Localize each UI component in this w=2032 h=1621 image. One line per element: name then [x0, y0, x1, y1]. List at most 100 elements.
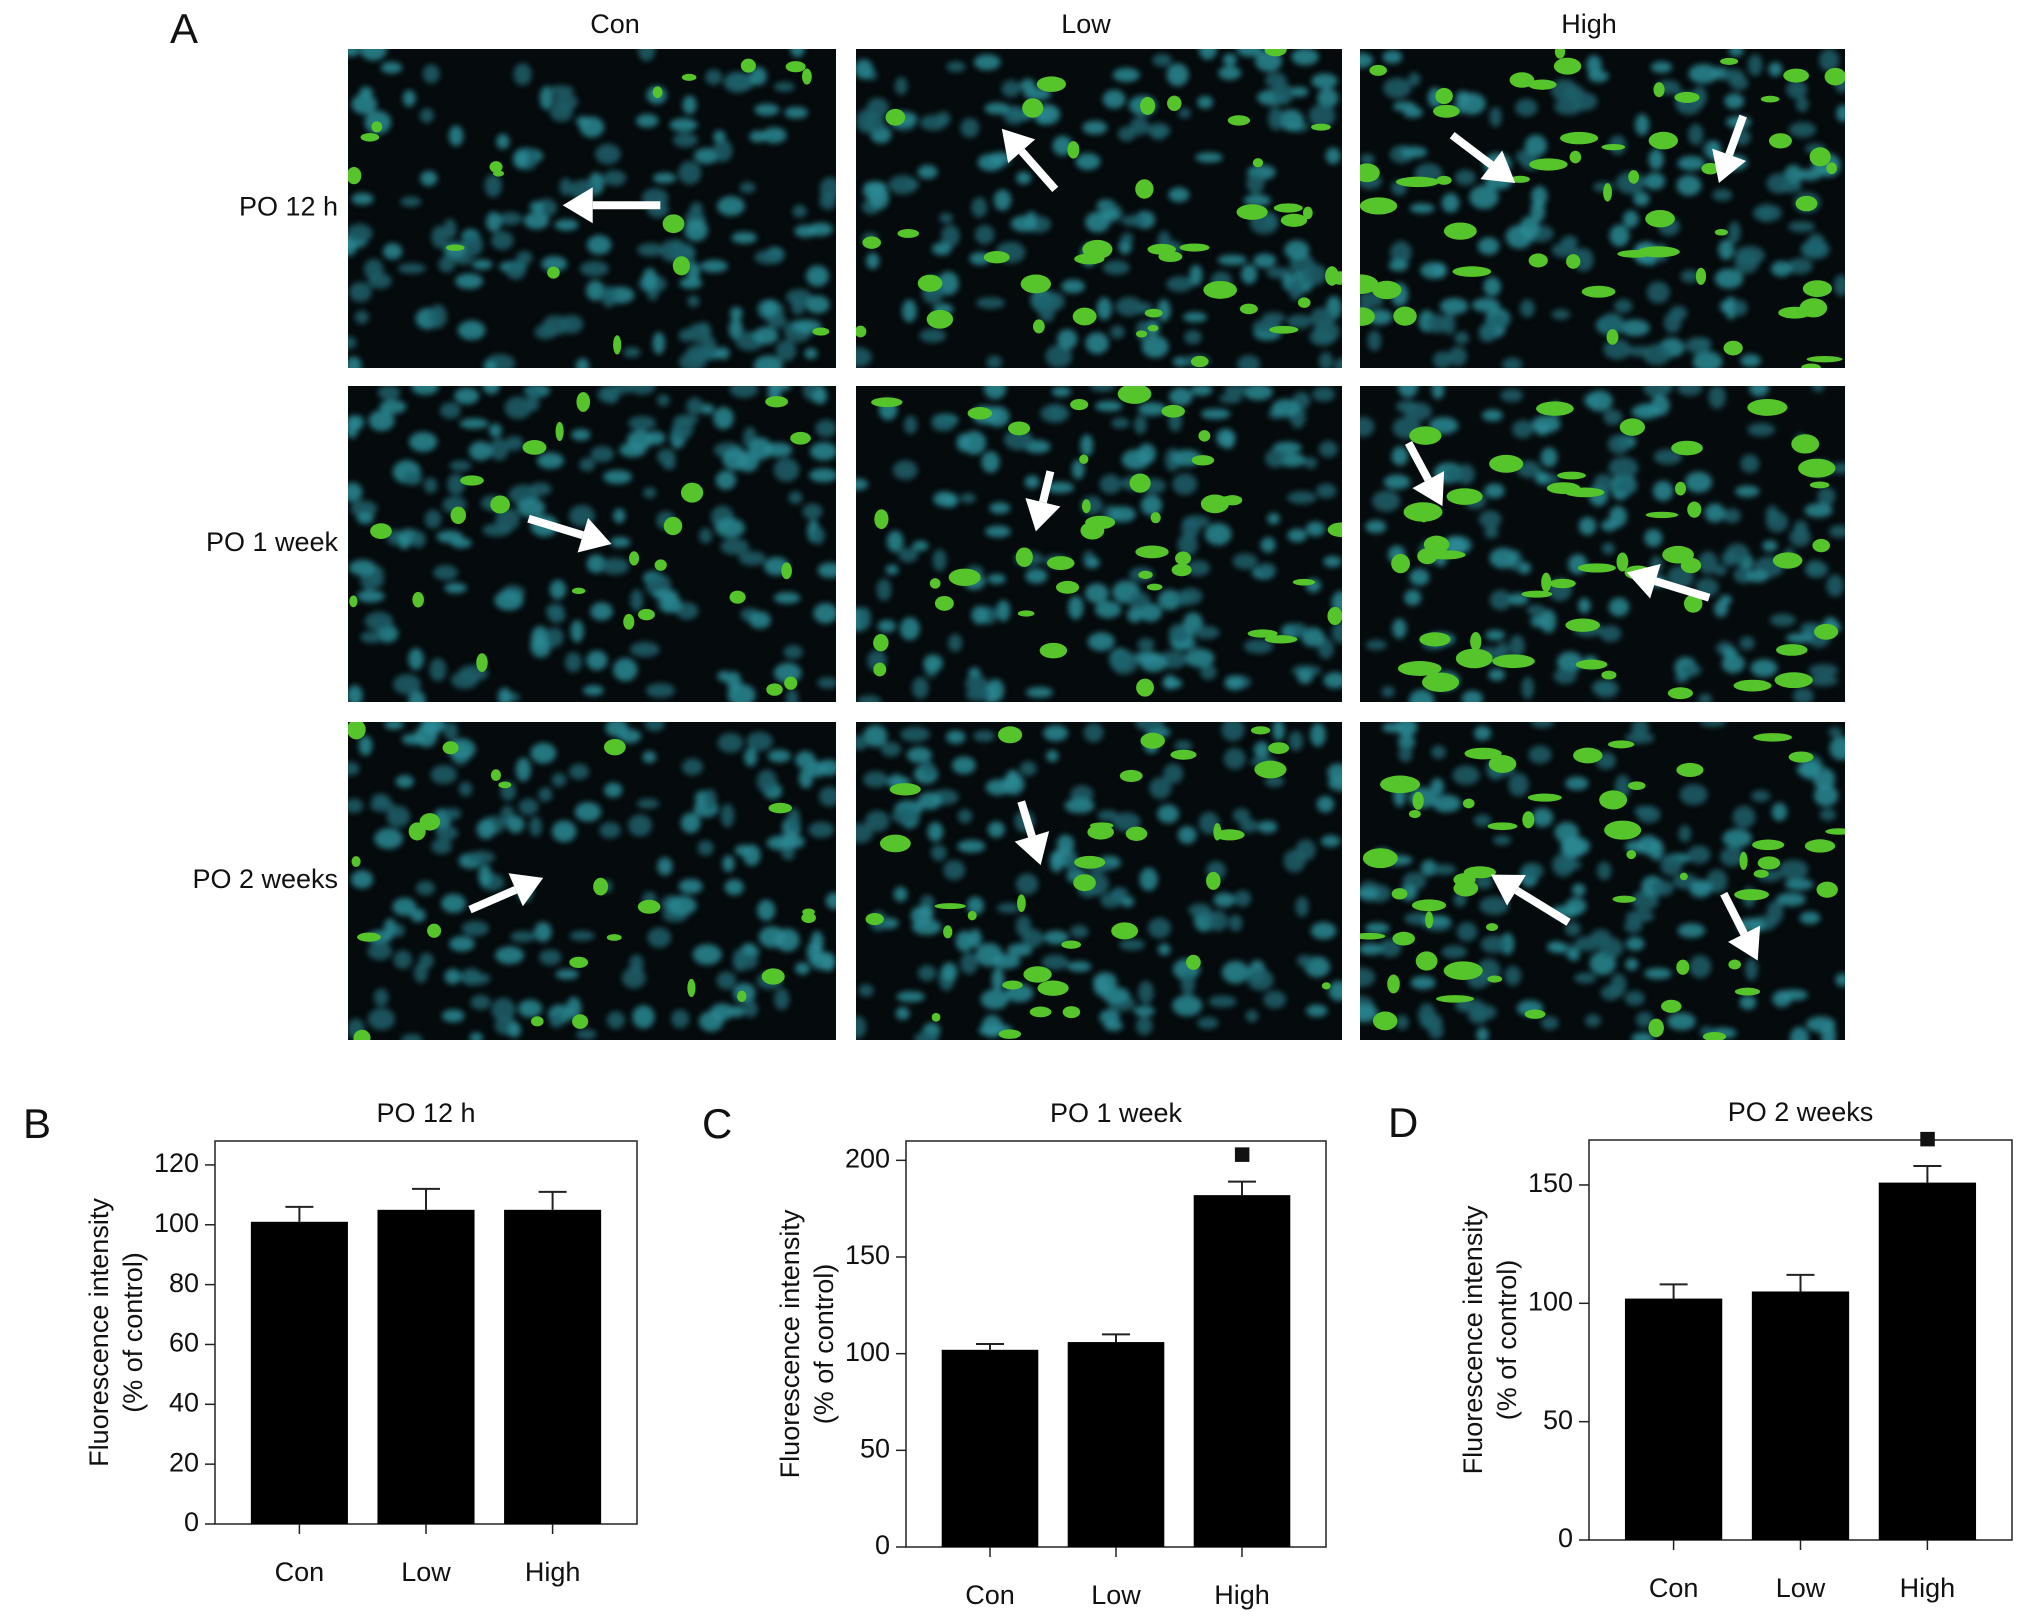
nucleus — [866, 252, 880, 270]
nucleus — [951, 756, 976, 775]
nucleus — [1286, 314, 1312, 329]
nucleus — [1328, 980, 1342, 1001]
nucleus — [1395, 722, 1418, 737]
nucleus — [1541, 1016, 1559, 1030]
green-spot — [606, 934, 622, 941]
nucleus — [1485, 629, 1506, 641]
nucleus — [494, 590, 524, 611]
nucleus — [941, 224, 960, 248]
nucleus — [754, 103, 780, 116]
green-spot — [1824, 67, 1845, 86]
nucleus — [630, 589, 644, 612]
nucleus — [1400, 146, 1428, 158]
nucleus — [1283, 849, 1306, 873]
green-spot — [629, 551, 640, 566]
arrow-shaft — [1720, 891, 1748, 936]
y-tick-label: 200 — [845, 1143, 890, 1173]
green-spot — [1676, 762, 1704, 777]
nucleus — [1442, 312, 1456, 335]
green-spot — [1292, 578, 1316, 586]
nucleus — [551, 820, 577, 843]
nucleus — [891, 807, 921, 825]
nucleus — [416, 880, 436, 896]
nucleus — [1739, 636, 1755, 651]
nucleus — [1067, 961, 1092, 972]
nucleus — [583, 685, 604, 696]
arrow-shaft — [468, 886, 518, 914]
green-spot — [1129, 473, 1151, 493]
nucleus — [957, 839, 986, 853]
arrow-shaft — [1654, 577, 1711, 602]
nucleus — [489, 437, 509, 461]
green-spot — [1252, 158, 1264, 168]
nucleus — [1090, 386, 1116, 392]
nucleus — [1771, 802, 1788, 822]
green-spot — [419, 813, 441, 831]
nucleus — [917, 792, 942, 810]
nucleus — [1680, 269, 1700, 283]
nucleus — [1099, 1009, 1120, 1026]
nucleus — [1441, 193, 1460, 213]
nucleus — [470, 994, 491, 1010]
arrow-head — [562, 187, 593, 224]
nucleus — [971, 605, 989, 625]
green-spot — [427, 923, 442, 938]
nucleus — [1735, 485, 1760, 498]
nucleus — [1685, 336, 1711, 354]
nucleus — [1046, 481, 1075, 494]
nucleus — [1468, 1008, 1489, 1024]
nucleus — [652, 331, 666, 355]
green-spot — [1601, 670, 1617, 680]
nucleus — [856, 1015, 867, 1039]
nucleus — [569, 930, 595, 941]
nucleus — [1644, 967, 1672, 980]
green-spot — [1809, 481, 1830, 489]
nucleus — [468, 441, 493, 461]
green-spot — [1528, 253, 1548, 268]
y-tick-label: 0 — [184, 1507, 199, 1537]
green-spot — [1733, 679, 1772, 692]
nucleus — [1520, 862, 1544, 880]
nucleus — [1642, 343, 1671, 366]
nucleus — [877, 619, 896, 633]
nucleus — [1614, 299, 1633, 314]
nucleus — [1316, 483, 1337, 499]
nucleus — [1110, 325, 1125, 339]
nucleus — [548, 608, 566, 624]
green-spot — [357, 932, 381, 942]
nucleus — [1637, 835, 1660, 855]
green-spot — [1135, 179, 1154, 199]
nucleus — [682, 95, 697, 115]
nucleus — [371, 565, 385, 588]
nucleus — [1512, 420, 1534, 439]
nucleus — [1360, 416, 1375, 437]
nucleus — [1372, 490, 1401, 512]
green-spot — [1360, 163, 1380, 183]
nucleus — [1599, 937, 1624, 959]
nucleus — [579, 261, 609, 277]
nucleus — [1828, 525, 1845, 538]
nucleus — [1388, 259, 1409, 272]
nucleus — [1625, 958, 1639, 971]
green-spot — [1720, 57, 1739, 65]
nucleus — [880, 741, 902, 757]
nucleus — [423, 477, 438, 494]
nucleus — [1149, 777, 1172, 799]
nucleus — [1320, 835, 1341, 847]
green-spot — [1332, 271, 1342, 285]
nucleus — [1722, 646, 1738, 659]
nucleus — [570, 620, 584, 643]
nucleus — [1360, 967, 1376, 988]
nucleus — [744, 748, 758, 767]
nucleus — [1574, 936, 1601, 952]
nucleus — [374, 828, 403, 849]
nucleus — [1184, 648, 1215, 668]
green-spot — [348, 722, 366, 740]
nucleus — [1168, 623, 1190, 643]
nucleus — [700, 259, 728, 273]
nucleus — [1799, 911, 1821, 925]
nucleus — [763, 442, 793, 458]
green-spot — [1799, 298, 1828, 318]
nucleus — [1140, 494, 1163, 516]
green-spot — [1541, 572, 1552, 593]
